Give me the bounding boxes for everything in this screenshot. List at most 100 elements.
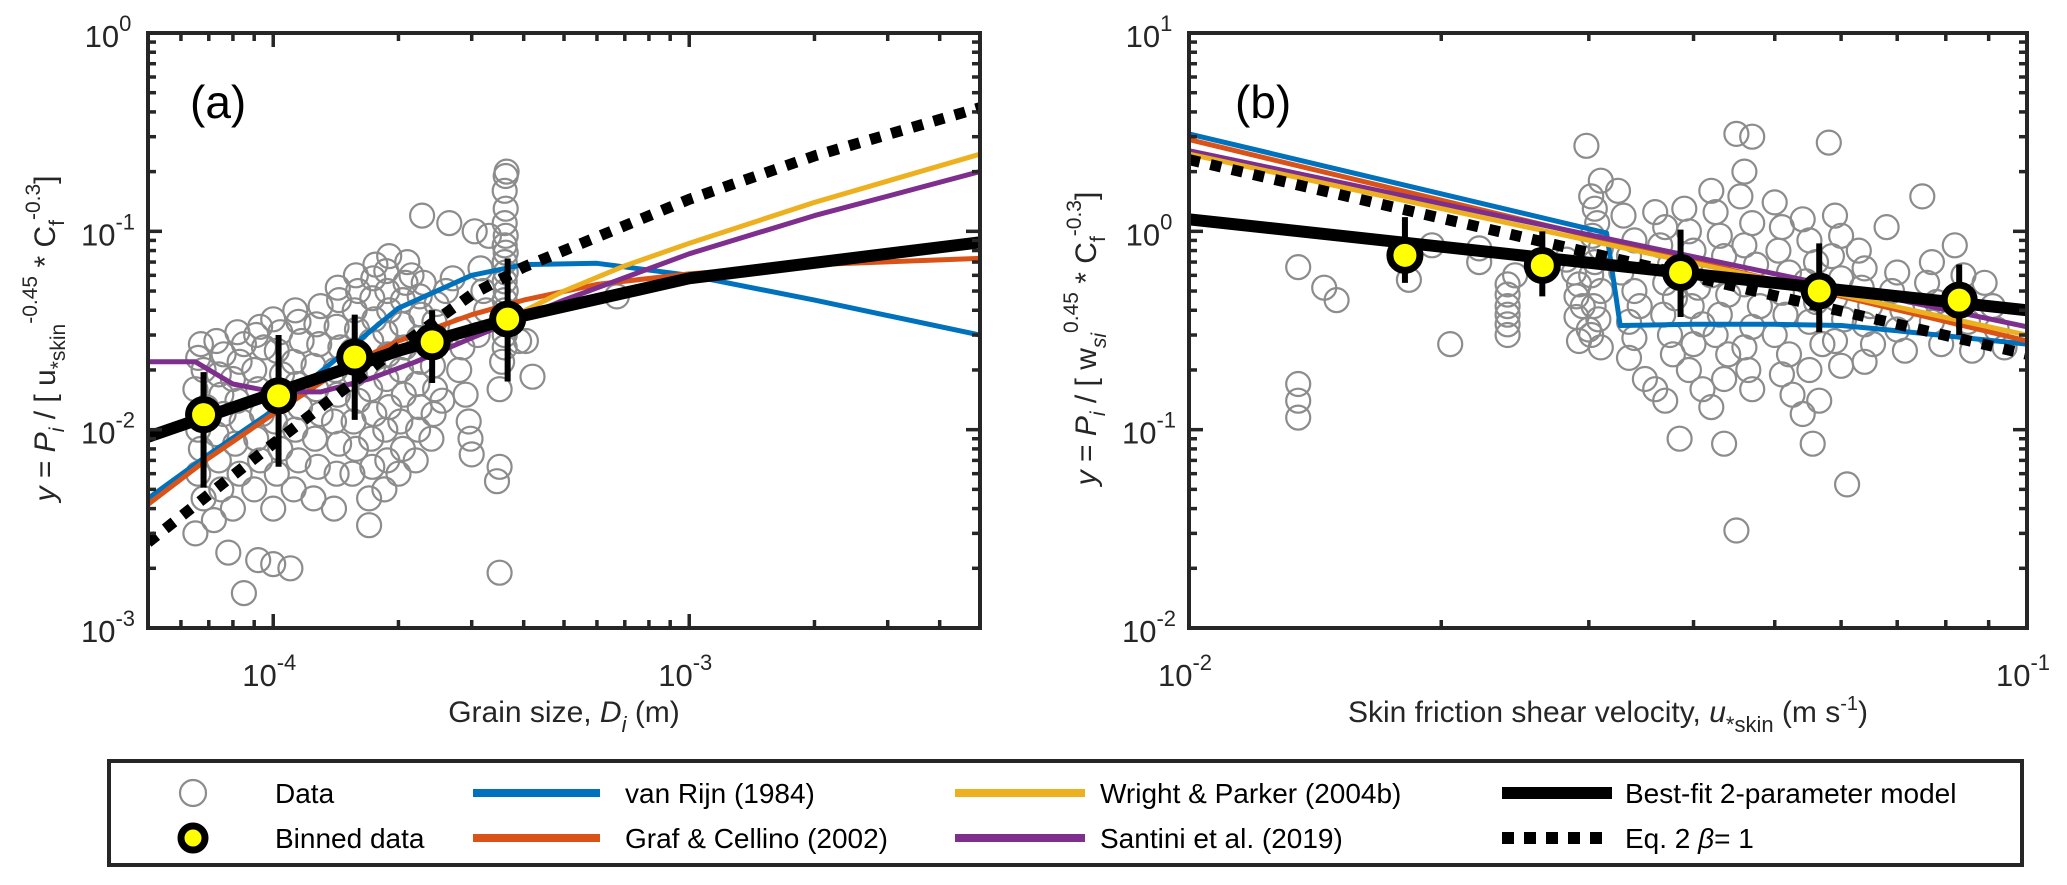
data-point <box>241 476 268 503</box>
data-point <box>1285 404 1312 431</box>
data-point <box>1494 301 1521 328</box>
curve-van-rijn <box>1189 131 2027 347</box>
legend-label: Eq. 2 β= 1 <box>1625 823 1754 854</box>
data-point <box>1768 361 1796 388</box>
data-point <box>226 348 253 375</box>
data-point <box>436 210 463 237</box>
legend-item-van-rijn: van Rijn (1984) <box>473 778 815 809</box>
data-point <box>226 460 253 487</box>
data-point <box>512 327 540 355</box>
data-point <box>376 243 403 270</box>
data-point <box>483 468 511 495</box>
binned-point <box>1523 246 1561 284</box>
x-tick-label: 10-3 <box>658 650 712 693</box>
data-point <box>241 356 268 384</box>
y-tick-label: 100 <box>85 11 132 54</box>
binned-point <box>413 323 451 361</box>
data-point <box>519 363 546 390</box>
data-point <box>339 460 366 487</box>
data-point <box>1859 331 1887 358</box>
data-point <box>493 158 520 185</box>
data-point <box>455 408 482 435</box>
data-point <box>1918 249 1946 276</box>
data-point <box>1815 129 1842 156</box>
data-point <box>409 202 436 229</box>
data-point <box>1731 158 1758 185</box>
binned-series <box>185 258 527 488</box>
binned-point <box>1940 281 1978 319</box>
data-point <box>1285 370 1312 398</box>
data-point <box>1809 331 1836 358</box>
data-point <box>320 408 348 435</box>
data-point <box>486 559 513 586</box>
data-point <box>486 376 513 403</box>
legend-item-best-fit: Best-fit 2-parameter model <box>1502 778 1956 809</box>
data-point <box>374 277 401 305</box>
legend-label: van Rijn (1984) <box>625 778 815 809</box>
data-point <box>1706 222 1733 249</box>
data-point <box>304 453 331 480</box>
binned-point <box>489 300 527 338</box>
legend-item-santini: Santini et al. (2019) <box>955 823 1343 854</box>
curve-santini <box>148 169 980 395</box>
panel-a: 10-4 10-3 10-3 10-2 10-1 100 (a) Grain size, Di… <box>19 11 982 737</box>
legend-label: Best-fit 2-parameter model <box>1625 778 1956 809</box>
plot-area <box>148 102 980 607</box>
data-point <box>1873 214 1900 241</box>
data-point <box>359 453 386 480</box>
legend: Data Binned data van Rijn (1984) Graf & Cel… <box>107 759 2024 867</box>
data-point <box>1891 337 1919 364</box>
data-point <box>1580 293 1607 320</box>
data-point <box>1285 254 1312 281</box>
data-point <box>1698 394 1725 421</box>
x-tick-label: 10-2 <box>1158 650 1212 693</box>
x-tick-label: 10-1 <box>1996 650 2050 693</box>
curve-wright-parker <box>1189 151 2027 338</box>
data-point <box>1494 321 1521 349</box>
data-point <box>1775 341 1803 368</box>
legend-marker-open-circle <box>178 778 208 808</box>
data-point <box>1615 308 1643 335</box>
data-point <box>1689 376 1716 403</box>
binned-point <box>336 338 374 376</box>
data-point <box>303 311 330 338</box>
data-point <box>491 210 518 237</box>
data-point <box>182 520 209 547</box>
data-point <box>402 447 429 474</box>
data-point <box>387 408 414 435</box>
x-axis-title: Skin friction shear velocity, u*skin (m … <box>1348 693 1868 737</box>
legend-marker-binned-circle <box>177 822 209 854</box>
panel-label: (b) <box>1235 76 1291 128</box>
data-point <box>1723 517 1750 544</box>
data-point <box>394 249 421 276</box>
data-point <box>205 361 232 388</box>
binned-series <box>1386 217 1978 336</box>
data-point <box>1739 123 1766 150</box>
data-point <box>1494 281 1521 308</box>
data-point <box>342 435 369 462</box>
data-point <box>457 425 484 452</box>
data-point <box>1585 306 1612 333</box>
data-point <box>1642 199 1669 226</box>
y-axis-title: y = Pi / [ wsi0.45 * Cf-0.3] <box>1060 192 1111 488</box>
data-point <box>461 218 488 245</box>
data-point <box>489 348 516 375</box>
data-point <box>277 555 304 582</box>
binned-point <box>1800 272 1838 310</box>
data-point <box>260 306 287 333</box>
y-tick-label: 10-3 <box>81 606 135 649</box>
y-tick-label: 10-1 <box>1122 408 1176 451</box>
legend-item-graf-cellino: Graf & Cellino (2002) <box>473 823 888 854</box>
data-point <box>260 550 287 578</box>
data-point <box>1761 189 1788 216</box>
binned-point <box>260 377 298 415</box>
data-point <box>475 222 502 249</box>
data-point <box>356 485 383 512</box>
data-point <box>452 381 479 408</box>
legend-box <box>107 759 2024 867</box>
data-point <box>1821 327 1849 355</box>
data-point <box>208 476 235 503</box>
data-point <box>467 255 494 282</box>
data-point <box>1610 202 1637 229</box>
